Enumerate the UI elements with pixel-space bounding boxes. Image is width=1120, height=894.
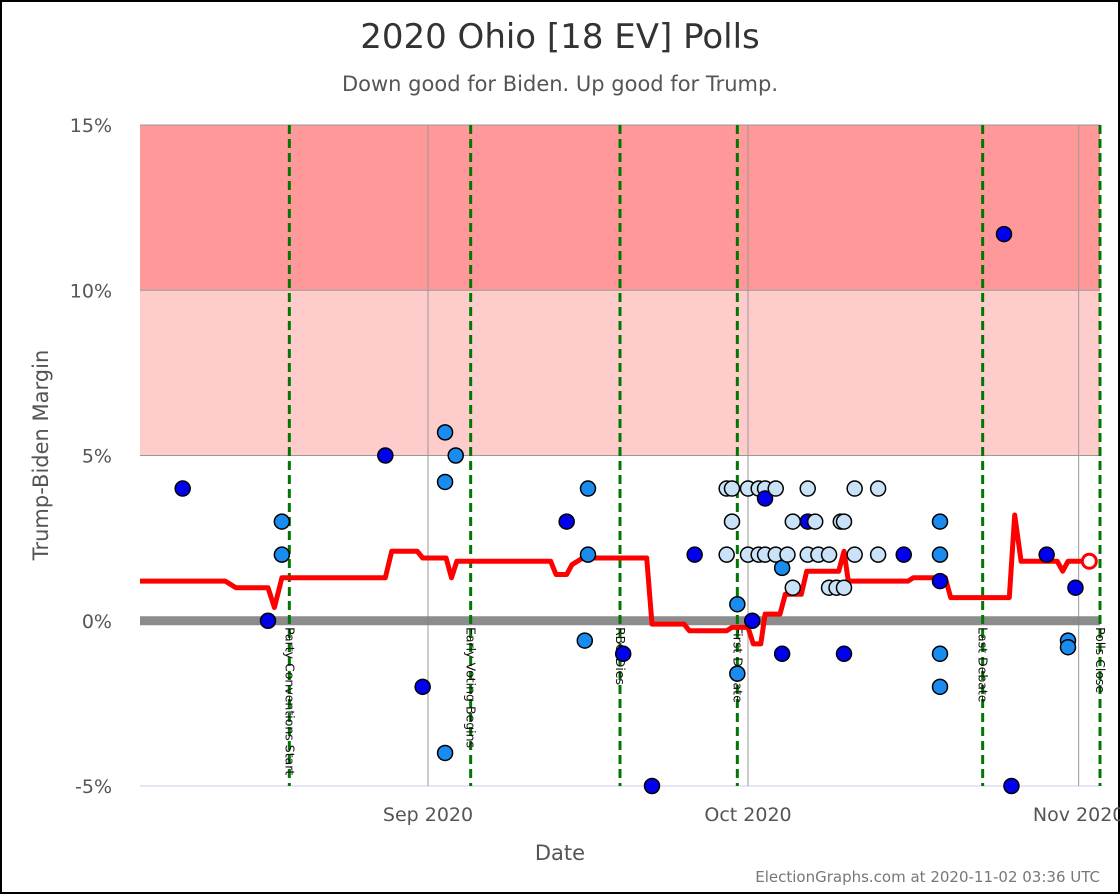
y-tick-label: -5% [75, 776, 112, 798]
poll-point [558, 513, 575, 530]
poll-point [436, 424, 454, 441]
poll-point [931, 678, 949, 696]
x-tick-label: Sep 2020 [383, 804, 473, 826]
poll-point [869, 546, 887, 563]
y-tick-label: 15% [70, 115, 112, 137]
poll-point [723, 480, 741, 497]
poll-point [729, 595, 746, 613]
poll-point [273, 513, 291, 530]
event-label: Last Debate [976, 627, 991, 703]
poll-point [806, 513, 824, 530]
credit-text: ElectionGraphs.com at 2020-11-02 03:36 U… [755, 868, 1100, 886]
poll-point [718, 546, 735, 563]
poll-point [447, 447, 464, 464]
y-tick-label: 5% [82, 446, 112, 468]
y-tick-label: 10% [70, 280, 112, 302]
y-tick-label: 0% [82, 611, 112, 633]
event-label: First Debate [730, 627, 745, 703]
poll-point [1038, 546, 1055, 563]
poll-point [767, 480, 784, 497]
poll-point [799, 480, 816, 497]
poll-point [835, 645, 853, 663]
x-tick-label: Nov 2020 [1033, 804, 1120, 826]
poll-point [784, 513, 802, 530]
poll-point [273, 546, 291, 563]
poll-point [995, 225, 1013, 243]
poll-point [1067, 579, 1084, 596]
y-axis-label: Trump-Biden Margin [29, 350, 53, 562]
poll-point [820, 546, 838, 563]
poll-point [931, 572, 949, 590]
poll-point [773, 645, 791, 663]
poll-point [895, 546, 912, 563]
poll-point [729, 665, 746, 682]
event-markers: Party Conventions Start Early Voting Begi… [282, 125, 1108, 786]
poll-point [723, 513, 741, 530]
poll-point [835, 513, 853, 530]
poll-point [614, 645, 632, 663]
average-line-group [140, 512, 1090, 647]
event-label: Party Conventions Start [282, 627, 297, 775]
poll-point [643, 777, 661, 795]
poll-point [931, 513, 949, 530]
poll-point [414, 678, 431, 696]
poll-point [436, 473, 454, 491]
chart-subtitle: Down good for Biden. Up good for Trump. [342, 72, 778, 96]
poll-point [579, 546, 597, 563]
x-axis-label: Date [535, 841, 585, 865]
poll-point [174, 480, 191, 497]
x-tick-label: Oct 2020 [704, 804, 791, 826]
average-line [140, 512, 1090, 647]
poll-points [174, 225, 1098, 795]
event-label: Early Voting Begins [464, 627, 479, 748]
poll-point [835, 579, 853, 596]
poll-point [931, 546, 949, 563]
poll-point [744, 612, 761, 629]
poll-point [579, 480, 597, 497]
y-axis-ticks: 15% 10% 5% 0% -5% [70, 115, 112, 798]
band-0 [140, 125, 1100, 291]
poll-point [846, 546, 863, 563]
poll-point [869, 480, 887, 497]
poll-point [1059, 638, 1077, 656]
poll-point [436, 744, 454, 762]
poll-point [686, 546, 703, 563]
average-endpoint-marker [1080, 552, 1098, 570]
poll-point [259, 612, 277, 629]
poll-point [1003, 777, 1020, 795]
poll-point [756, 490, 774, 507]
poll-point [846, 480, 863, 497]
x-axis-ticks: Sep 2020 Oct 2020 Nov 2020 [383, 804, 1120, 826]
chart-title: 2020 Ohio [18 EV] Polls [360, 17, 760, 57]
poll-point [576, 632, 594, 649]
shaded-bands [140, 125, 1100, 456]
poll-point [377, 447, 394, 464]
poll-point [931, 645, 949, 663]
poll-point [779, 546, 796, 563]
event-label: Polls Close [1093, 627, 1108, 694]
poll-point [784, 579, 802, 596]
